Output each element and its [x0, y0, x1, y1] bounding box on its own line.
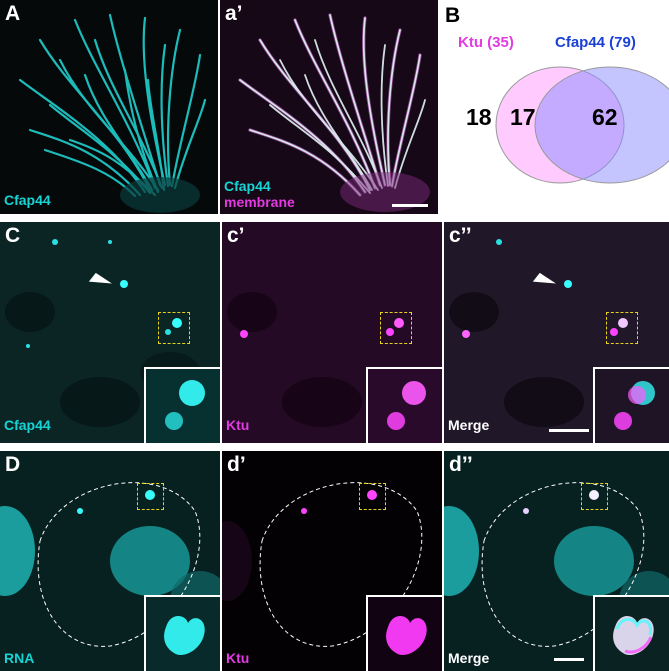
panel-label-c: C: [5, 224, 21, 247]
zoom-inset: [366, 367, 442, 443]
zoom-box: [158, 312, 190, 344]
zoom-box: [137, 483, 164, 510]
venn-circle-cfap44: [534, 66, 669, 184]
channel-label-merge: Merge: [448, 650, 490, 666]
channel-label-merge: Merge: [448, 417, 490, 433]
channel-label-cfap44: Cfap44: [224, 178, 271, 194]
cell-image-merge: [449, 239, 628, 427]
panel-d-rna: D RNA: [0, 451, 220, 671]
zoom-box: [380, 312, 412, 344]
panel-d-prime-ktu: d’ Ktu: [222, 451, 442, 671]
venn-count-ktu-only: 18: [466, 104, 492, 130]
panel-label-a: A: [5, 2, 21, 25]
panel-label-d: D: [5, 453, 21, 476]
panel-c-cfap44: C Cfap44: [0, 222, 220, 443]
venn-count-overlap: 17: [510, 104, 536, 130]
panel-label-d-double-prime: d’’: [449, 453, 473, 476]
zoom-box: [606, 312, 638, 344]
scale-bar: [554, 658, 584, 661]
channel-label-ktu: Ktu: [226, 650, 250, 666]
channel-label-cfap44: Cfap44: [4, 192, 51, 208]
panel-label-a-prime: a’: [225, 2, 243, 25]
zoom-box: [581, 483, 608, 510]
scale-bar: [549, 429, 589, 432]
venn-diagram: B Ktu (35) Cfap44 (79) 18 17 62: [440, 0, 669, 214]
zoom-inset: [144, 367, 220, 443]
panel-c-double-prime-merge: c’’ Merge: [444, 222, 669, 443]
channel-label-membrane: membrane: [224, 194, 295, 210]
venn-title-ktu: Ktu (35): [458, 34, 514, 51]
panel-c-prime-ktu: c’ Ktu: [222, 222, 442, 443]
cilia-image-merge: [238, 13, 430, 212]
channel-label-rna: RNA: [4, 650, 35, 666]
panel-label-c-prime: c’: [227, 224, 245, 247]
cell-image-ktu: [222, 482, 423, 647]
channel-label-cfap44: Cfap44: [4, 417, 51, 433]
cell-image-cyan: [5, 239, 200, 427]
zoom-inset: [144, 595, 220, 671]
panel-label-d-prime: d’: [227, 453, 246, 476]
panel-a-cfap44: A Cfap44: [0, 0, 218, 214]
zoom-inset: [366, 595, 442, 671]
zoom-inset: [593, 367, 669, 443]
panel-a-prime-merge: a’ Cfap44 membrane: [220, 0, 438, 214]
zoom-inset: [593, 595, 669, 671]
channel-label-ktu: Ktu: [226, 417, 250, 433]
cell-image-magenta: [227, 292, 404, 427]
venn-title-cfap44: Cfap44 (79): [555, 34, 636, 51]
panel-label-c-double-prime: c’’: [449, 224, 472, 247]
venn-count-cfap44-only: 62: [592, 104, 618, 130]
scale-bar: [392, 204, 428, 207]
panel-d-double-prime-merge: d’’ Merge: [444, 451, 669, 671]
zoom-box: [359, 483, 386, 510]
cilia-image-cyan: [18, 13, 207, 213]
panel-label-b: B: [445, 4, 461, 27]
